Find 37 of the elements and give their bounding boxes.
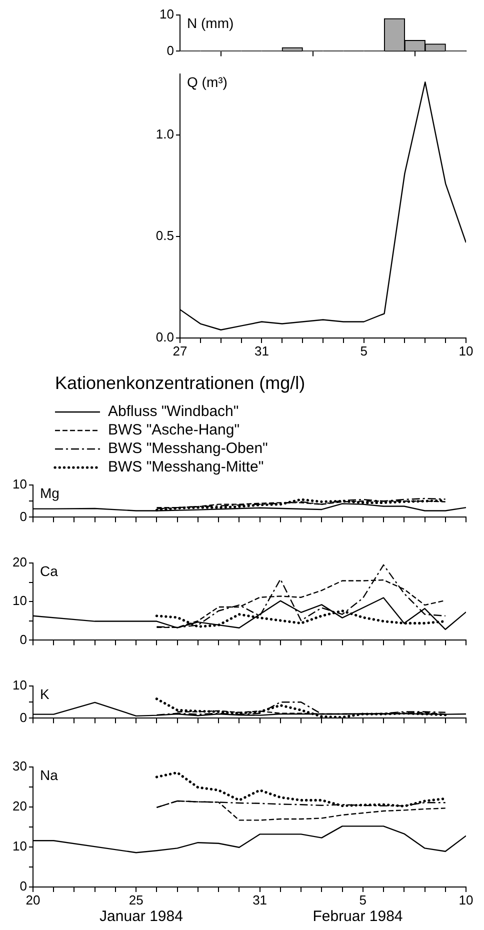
y-tick-label: 0.5 bbox=[156, 228, 174, 244]
y-tick-label: 0 bbox=[20, 878, 27, 894]
text: Februar 1984 bbox=[312, 908, 403, 926]
y-tick-label: 10 bbox=[12, 476, 27, 492]
y-axis-title: N (mm) bbox=[187, 14, 234, 31]
y-tick-label: 10 bbox=[12, 838, 27, 854]
y-tick-label: 10 bbox=[12, 593, 27, 608]
y-tick-label: 20 bbox=[12, 554, 27, 570]
y-axis-title: Q (m³) bbox=[187, 74, 228, 90]
legend-label: Abfluss "Windbach" bbox=[108, 403, 239, 420]
y-tick-label: 0 bbox=[166, 42, 174, 58]
x-tick-label: 25 bbox=[128, 892, 144, 908]
x-tick-label: 10 bbox=[458, 892, 474, 908]
y-tick-label: 0 bbox=[20, 710, 27, 725]
y-tick-label: 1.0 bbox=[156, 126, 174, 142]
x-tick-label: 27 bbox=[172, 343, 188, 358]
y-axis-title: Na bbox=[40, 766, 58, 783]
x-tick-label: 5 bbox=[359, 892, 367, 908]
legend-label: BWS "Messhang-Oben" bbox=[108, 440, 268, 458]
y-tick-label: 20 bbox=[12, 798, 27, 814]
legend-label: BWS "Asche-Hang" bbox=[108, 422, 240, 439]
x-tick-label: 5 bbox=[360, 343, 368, 358]
y-axis-title: Mg bbox=[40, 484, 60, 501]
legend-label: BWS "Messhang-Mitte" bbox=[108, 458, 264, 476]
y-axis-title: K bbox=[40, 686, 50, 702]
text: Januar 1984 bbox=[100, 908, 183, 926]
x-tick-label: 31 bbox=[254, 343, 269, 358]
y-tick-label: 30 bbox=[12, 758, 27, 774]
y-tick-label: 0 bbox=[20, 508, 27, 524]
y-axis-title: Ca bbox=[40, 562, 58, 579]
y-tick-label: 0.0 bbox=[156, 330, 174, 345]
y-tick-label: 10 bbox=[160, 6, 174, 22]
y-tick-label: 0 bbox=[20, 632, 27, 647]
y-tick-label: 10 bbox=[12, 678, 27, 693]
x-tick-label: 31 bbox=[252, 892, 268, 908]
x-tick-label: 10 bbox=[458, 343, 474, 358]
chart-title: Kationenkonzentrationen (mg/l) bbox=[55, 372, 306, 393]
